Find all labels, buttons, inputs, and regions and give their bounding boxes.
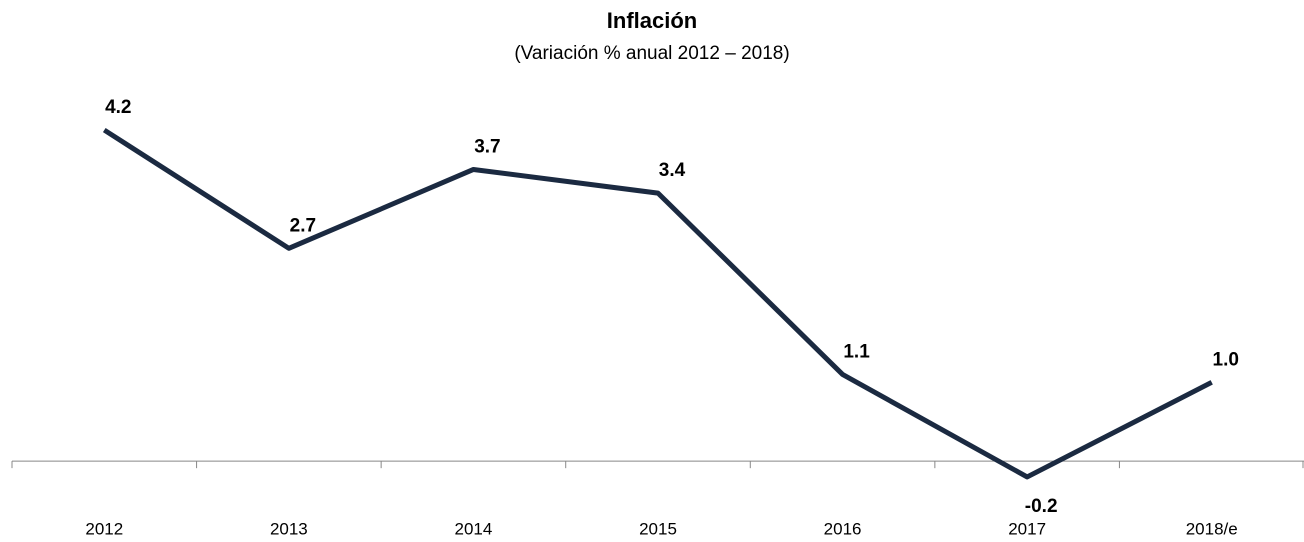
x-tick-label: 2016 [824,519,862,538]
value-label: 4.2 [105,97,131,118]
x-tick-label: 2013 [270,519,308,538]
x-tick-label: 2018/e [1186,519,1238,538]
value-label: 1.1 [843,341,870,362]
chart-subtitle: (Variación % anual 2012 – 2018) [514,43,789,64]
value-label: 3.4 [659,160,686,181]
value-label: -0.2 [1025,496,1058,517]
x-tick-label: 2015 [639,519,677,538]
x-tick-label: 2017 [1008,519,1046,538]
value-label: 3.7 [474,136,500,157]
value-label: 1.0 [1213,349,1239,370]
line [102,127,1213,480]
value-label: 2.7 [290,215,316,236]
x-tick-label: 2014 [455,519,493,538]
x-tick-label: 2012 [85,519,123,538]
chart-title: Inflación [607,8,697,33]
